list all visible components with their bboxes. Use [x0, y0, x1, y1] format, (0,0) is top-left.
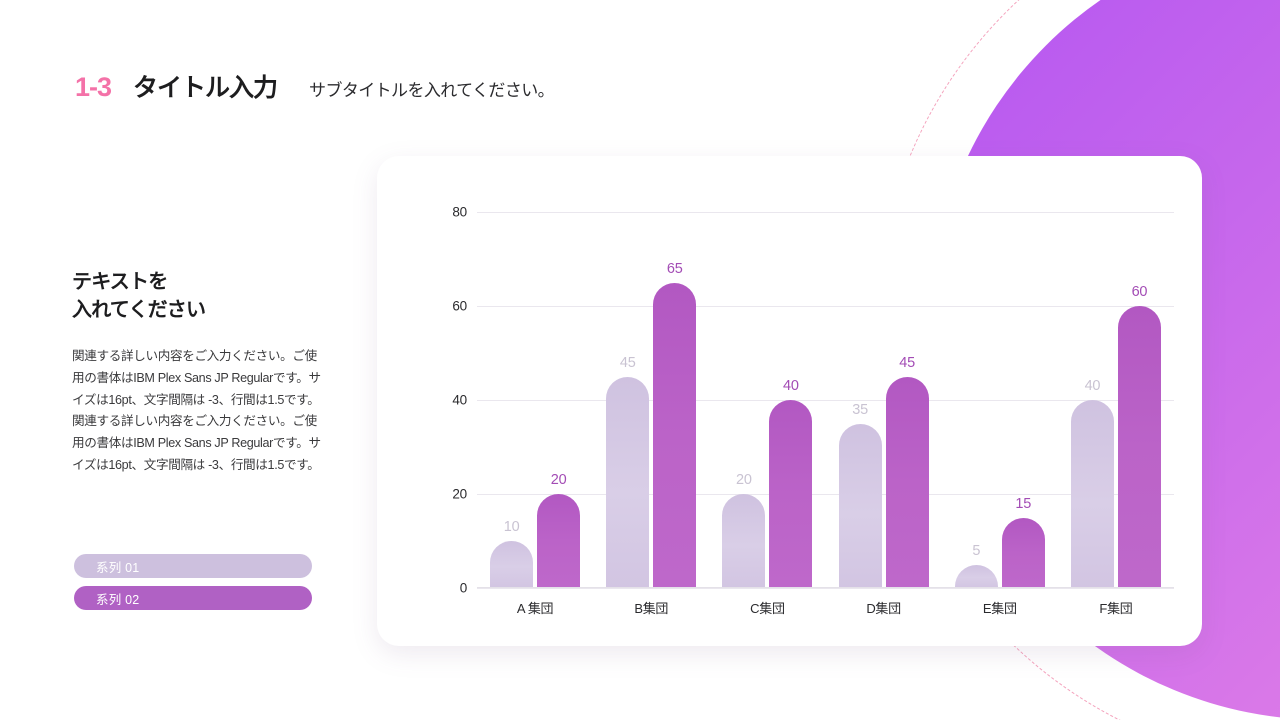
chart-legend: 系列 01 系列 02	[74, 554, 312, 610]
legend-item-series-02[interactable]: 系列 02	[74, 586, 312, 610]
bar-value-label: 40	[783, 378, 799, 394]
bar-slot: 45	[885, 212, 929, 588]
panel-heading: テキストを 入れてください	[72, 271, 206, 321]
x-axis-label: E集団	[982, 601, 1017, 616]
bar-chart-plot-area: 0 20 40 60 80 10 20 45 65 20 40 35 45 5 15 40 60 A 集団 B集…	[439, 205, 1174, 616]
grid-line	[477, 400, 1174, 401]
bar-slot: 5	[954, 212, 998, 588]
bar-1[interactable]: 10	[490, 519, 534, 588]
bar-slot: 40	[769, 212, 813, 588]
bar-slot: 40	[1070, 212, 1114, 588]
bar-group: 10 20	[477, 212, 593, 588]
panel-body-text: 関連する詳しい内容をご入力ください。ご使用の書体はIBM Plex Sans J…	[72, 349, 321, 472]
bar-1[interactable]: 35	[838, 402, 882, 588]
bar-slot: 10	[490, 212, 534, 588]
bar-group: 20 40	[709, 212, 825, 588]
bar-slot: 45	[606, 212, 650, 588]
page-title: タイトル入力	[133, 74, 278, 102]
bar-1[interactable]: 40	[1070, 378, 1114, 588]
y-axis-tick-label: 0	[459, 580, 468, 596]
bar-slot: 60	[1117, 212, 1161, 588]
x-axis-label: D集団	[866, 601, 901, 616]
bar-slot: 65	[653, 212, 697, 588]
bar-value-label: 60	[1131, 284, 1148, 300]
bar-value-label: 20	[736, 472, 752, 488]
bar-group: 5 15	[942, 212, 1058, 588]
bar-2[interactable]: 15	[1001, 496, 1045, 588]
bar-value-label: 10	[503, 519, 520, 535]
bar-value-label: 20	[550, 472, 567, 488]
bar-value-label: 45	[619, 354, 636, 371]
bar-1[interactable]: 45	[606, 355, 650, 588]
bar-2[interactable]: 65	[653, 261, 697, 588]
y-axis-tick-label: 20	[452, 486, 467, 502]
x-axis-labels: A 集団 B集団 C集団 D集団 E集団 F集団	[477, 588, 1174, 617]
bar-value-label: 15	[1015, 495, 1032, 512]
bar-2[interactable]: 20	[537, 472, 581, 588]
bar-2[interactable]: 40	[769, 378, 813, 588]
bar-slot: 15	[1001, 212, 1045, 588]
page-subtitle: サブタイトルを入れてください。	[309, 81, 555, 100]
bar-value-label: 35	[852, 401, 868, 418]
bar-group: 45 65	[593, 212, 709, 588]
bar-value-label: 5	[972, 542, 981, 559]
legend-item-label: 系列 01	[96, 560, 140, 575]
bar-slot: 20	[722, 212, 766, 588]
left-text-panel: テキストを 入れてください 関連する詳しい内容をご入力ください。ご使用の書体はI…	[72, 268, 322, 477]
chart-card: 0 20 40 60 80 10 20 45 65 20 40 35 45 5 15 40 60 A 集団 B集…	[377, 156, 1202, 646]
legend-item-series-01[interactable]: 系列 01	[74, 554, 312, 578]
bar-1[interactable]: 20	[722, 472, 766, 588]
bar-2[interactable]: 60	[1117, 284, 1161, 588]
x-axis-label: F集団	[1099, 601, 1133, 616]
x-axis-label: B集団	[634, 601, 669, 616]
bar-slot: 20	[537, 212, 581, 588]
y-axis-tick-label: 80	[452, 204, 467, 220]
bar-value-label: 45	[899, 354, 915, 371]
legend-item-label: 系列 02	[96, 592, 140, 607]
bar-value-label: 65	[666, 260, 683, 277]
grid-line	[477, 306, 1174, 307]
header-section-number: 1-3	[75, 72, 112, 102]
bar-slot: 35	[838, 212, 882, 588]
bar-group: 35 45	[826, 212, 942, 588]
y-axis-tick-label: 60	[452, 298, 467, 314]
bar-2[interactable]: 45	[885, 355, 929, 588]
grid-line	[477, 588, 1174, 589]
grid-line	[477, 494, 1174, 495]
x-axis-label: A 集団	[516, 601, 554, 616]
bar-groups: 10 20 45 65 20 40 35 45 5 15 40 60	[477, 212, 1174, 588]
bar-group: 40 60	[1058, 212, 1174, 588]
bar-1[interactable]: 5	[954, 543, 998, 588]
y-axis-tick-label: 40	[452, 392, 467, 408]
bar-value-label: 40	[1084, 378, 1101, 394]
page-header: 1-3 タイトル入力 サブタイトルを入れてください。	[75, 72, 555, 102]
x-axis-label: C集団	[750, 601, 785, 616]
grid-line	[477, 212, 1174, 213]
x-axis-baseline	[477, 587, 1174, 588]
